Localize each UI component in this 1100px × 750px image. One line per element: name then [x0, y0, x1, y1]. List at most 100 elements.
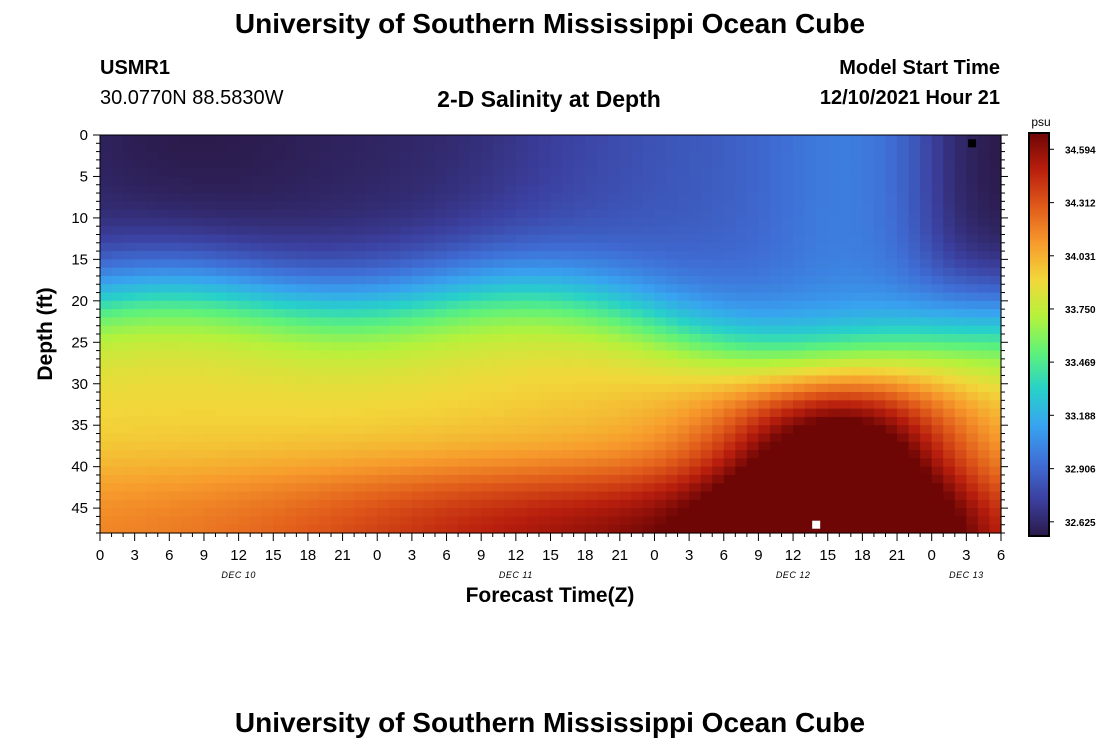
x-tick-label: 12 [785, 547, 802, 564]
heatmap-cell [827, 292, 840, 302]
station-id: USMR1 [100, 57, 171, 79]
heatmap-cell [585, 334, 598, 343]
heatmap-cell [538, 408, 552, 418]
heatmap-cell [192, 408, 205, 418]
heatmap-cell [331, 450, 344, 459]
heatmap-cell [469, 516, 482, 526]
heatmap-cell [504, 176, 517, 186]
heatmap-cell [735, 466, 748, 476]
heatmap-cell [619, 367, 632, 377]
heatmap-cell [966, 334, 979, 343]
heatmap-cell [654, 325, 667, 335]
y-tick-label: 0 [80, 127, 88, 144]
heatmap-cell [850, 292, 863, 302]
heatmap-cell [793, 416, 806, 426]
heatmap-cell [342, 408, 355, 418]
heatmap-cell [862, 499, 875, 509]
heatmap-cell [573, 350, 586, 360]
heatmap-cell [227, 275, 240, 285]
heatmap-cell [989, 151, 1002, 161]
heatmap-cell [492, 267, 505, 277]
heatmap-cell [180, 425, 194, 435]
heatmap-cell [839, 325, 852, 335]
heatmap-cell [700, 458, 713, 468]
heatmap-cell [157, 516, 170, 526]
heatmap-cell [642, 425, 656, 435]
heatmap-cell [434, 168, 448, 178]
heatmap-cell [458, 317, 471, 327]
heatmap-cell [943, 458, 956, 468]
heatmap-cell [677, 508, 690, 518]
heatmap-cell [897, 193, 910, 202]
heatmap-cell [746, 209, 760, 219]
heatmap-cell [816, 184, 829, 194]
heatmap-cell [215, 284, 228, 294]
heatmap-cell [250, 251, 263, 260]
y-tick-label: 40 [71, 459, 88, 476]
heatmap-cell [273, 458, 286, 468]
heatmap-cell [908, 483, 921, 493]
heatmap-cell [897, 151, 910, 161]
heatmap-cell [804, 375, 817, 385]
heatmap-cell [215, 400, 228, 410]
heatmap-cell [411, 135, 425, 144]
day-label: DEC 13 [949, 570, 984, 580]
heatmap-cell [793, 267, 806, 277]
heatmap-cell [215, 325, 228, 335]
heatmap-cell [781, 508, 794, 518]
heatmap-cell [203, 159, 217, 169]
heatmap-cell [769, 358, 783, 368]
heatmap-cell [735, 441, 748, 451]
x-tick-label: 3 [685, 547, 693, 564]
heatmap-cell [654, 483, 667, 493]
heatmap-cell [758, 524, 771, 534]
heatmap-cell [354, 151, 367, 161]
heatmap-cell [746, 425, 760, 435]
heatmap-cell [365, 176, 378, 186]
heatmap-cell [920, 375, 933, 385]
heatmap-cell [388, 491, 401, 501]
heatmap-cell [631, 251, 644, 260]
heatmap-cell [862, 483, 875, 493]
heatmap-cell [816, 275, 829, 285]
heatmap-cell [723, 458, 736, 468]
heatmap-cell [123, 392, 136, 401]
heatmap-cell [203, 176, 217, 186]
heatmap-cell [562, 159, 575, 169]
heatmap-cell [469, 474, 482, 484]
heatmap-cell [631, 508, 644, 518]
heatmap-cell [954, 201, 967, 211]
heatmap-cell [735, 159, 748, 169]
heatmap-cell [735, 375, 748, 385]
heatmap-cell [608, 284, 621, 294]
heatmap-cell [804, 358, 817, 368]
heatmap-cell [111, 184, 124, 194]
heatmap-cell [943, 425, 956, 435]
heatmap-cell [862, 193, 875, 202]
heatmap-cell [123, 317, 136, 327]
heatmap-cell [677, 267, 690, 277]
heatmap-cell [689, 242, 702, 252]
heatmap-cell [481, 334, 494, 343]
heatmap-cell [977, 408, 991, 418]
heatmap-cell [458, 400, 471, 410]
heatmap-cell [966, 309, 979, 319]
heatmap-cell [966, 483, 979, 493]
heatmap-cell [943, 466, 956, 476]
heatmap-cell [527, 251, 540, 260]
heatmap-cell [400, 334, 413, 343]
heatmap-cell [608, 342, 621, 352]
heatmap-cell [423, 491, 436, 501]
heatmap-cell [781, 275, 794, 285]
heatmap-cell [862, 151, 875, 161]
heatmap-cell [596, 226, 609, 236]
heatmap-cell [284, 168, 297, 178]
heatmap-cell [111, 193, 124, 202]
heatmap-cell [192, 259, 205, 269]
heatmap-cell [446, 367, 459, 377]
heatmap-cell [388, 325, 401, 335]
heatmap-cell [400, 267, 413, 277]
heatmap-cell [261, 392, 274, 401]
heatmap-cell [215, 508, 228, 518]
heatmap-cell [839, 350, 852, 360]
